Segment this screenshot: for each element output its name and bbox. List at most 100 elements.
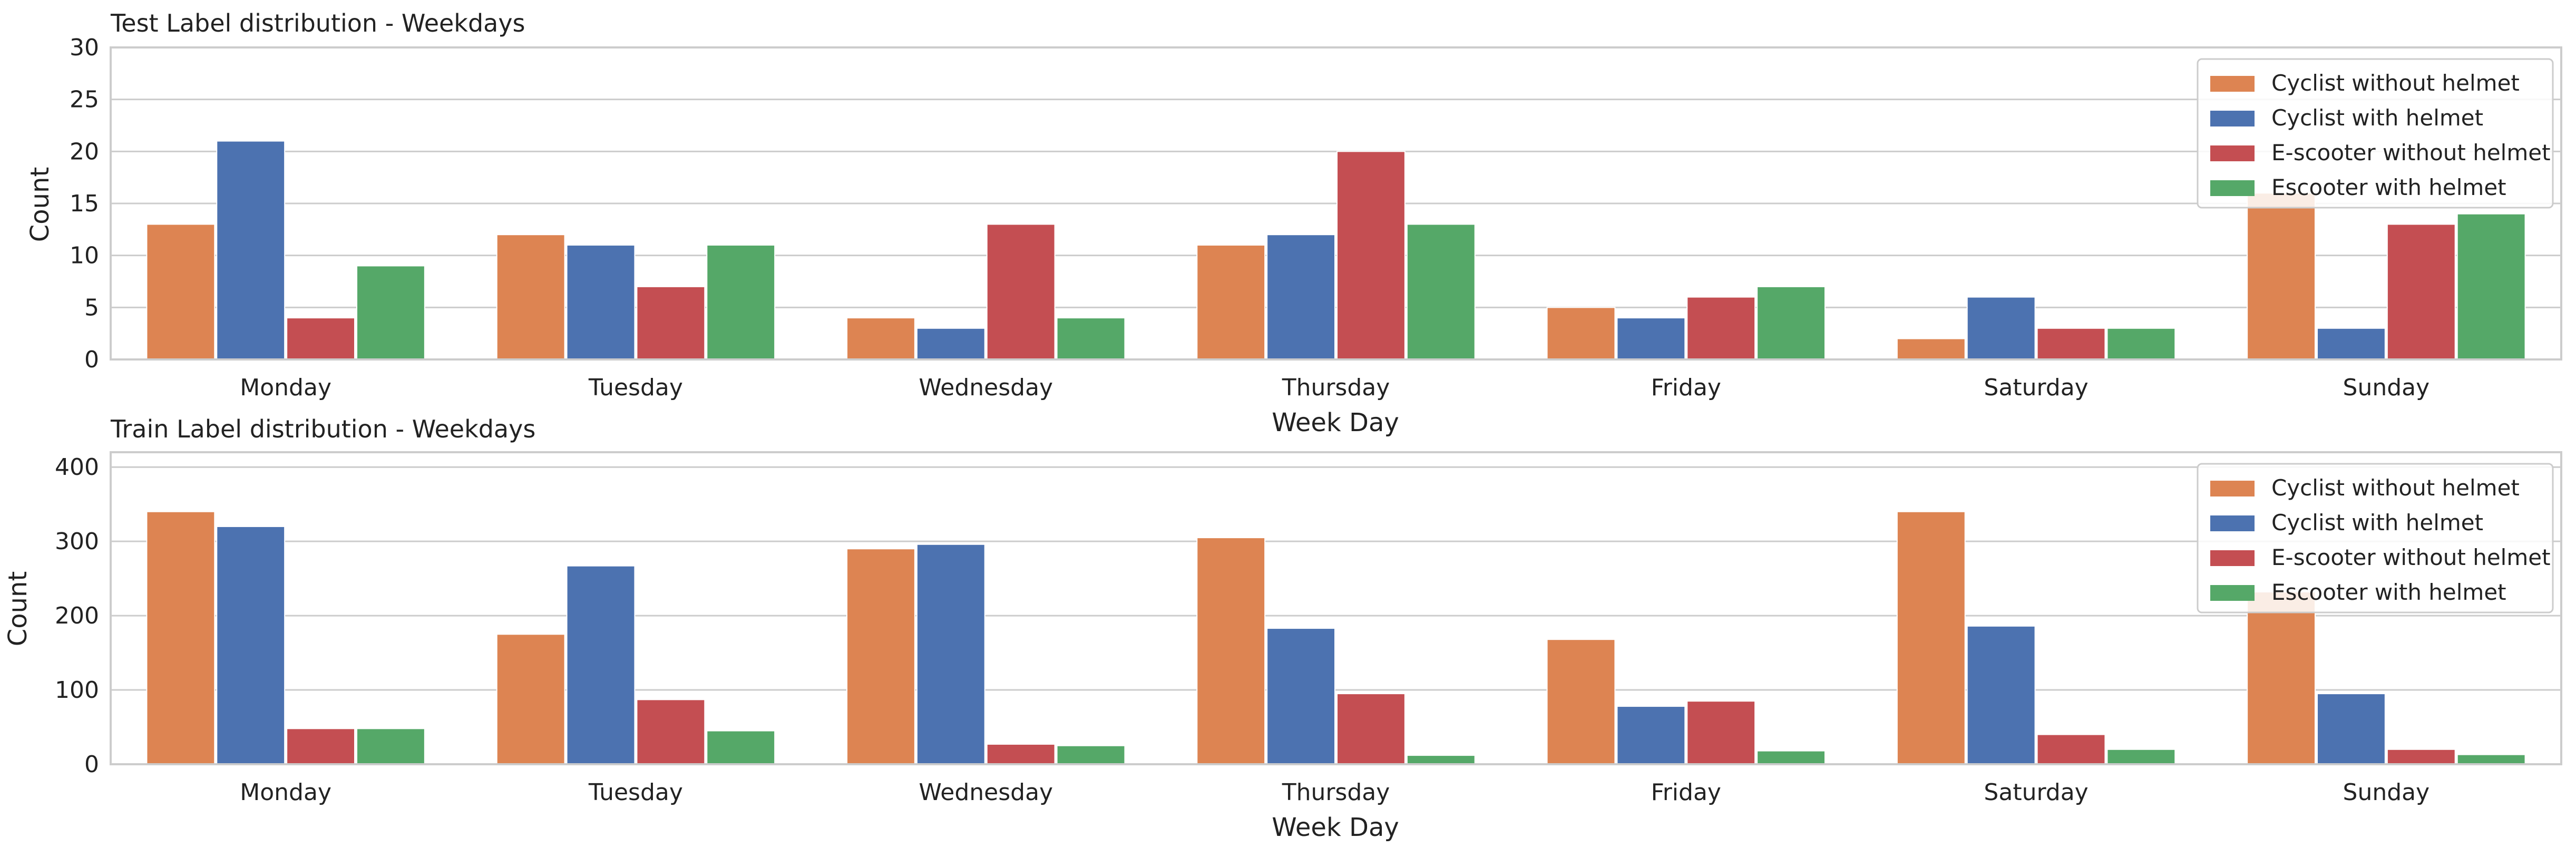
train-y-tick-label: 200	[55, 602, 99, 629]
test-bar-escooter-with-helmet-saturday	[2107, 328, 2175, 359]
test-bar-escooter-with-helmet-thursday	[1407, 224, 1475, 359]
train-chart-xlabel: Week Day	[1272, 813, 1399, 842]
test-bar-e-scooter-without-helmet-saturday	[2037, 328, 2105, 359]
train-x-tick-label: Wednesday	[919, 779, 1053, 806]
test-bar-cyclist-with-helmet-friday	[1617, 318, 1685, 359]
train-chart-title: Train Label distribution - Weekdays	[110, 415, 535, 443]
train-bar-cyclist-without-helmet-sunday	[2247, 592, 2315, 764]
train-bar-e-scooter-without-helmet-tuesday	[637, 699, 705, 764]
train-bar-e-scooter-without-helmet-sunday	[2387, 749, 2455, 764]
train-bar-cyclist-with-helmet-sunday	[2317, 694, 2385, 764]
test-x-tick-label: Tuesday	[588, 374, 683, 401]
train-legend-swatch	[2210, 550, 2255, 566]
train-bar-escooter-with-helmet-monday	[357, 728, 425, 764]
test-bar-escooter-with-helmet-wednesday	[1057, 318, 1125, 359]
train-bar-cyclist-with-helmet-thursday	[1267, 628, 1335, 764]
test-bar-cyclist-without-helmet-thursday	[1197, 245, 1265, 359]
train-bar-cyclist-without-helmet-thursday	[1197, 538, 1265, 764]
test-bar-e-scooter-without-helmet-wednesday	[987, 224, 1055, 359]
train-y-tick-label: 0	[84, 751, 99, 778]
train-bar-cyclist-without-helmet-monday	[147, 512, 214, 764]
test-bar-escooter-with-helmet-tuesday	[707, 245, 775, 359]
train-y-tick-label: 100	[55, 677, 99, 704]
test-y-tick-label: 20	[70, 138, 99, 165]
test-legend: Cyclist without helmet Cyclist with helme…	[2198, 59, 2553, 208]
test-bar-cyclist-without-helmet-wednesday	[847, 318, 915, 359]
train-bar-escooter-with-helmet-tuesday	[707, 731, 775, 764]
test-bar-cyclist-with-helmet-saturday	[1967, 297, 2035, 359]
test-bar-cyclist-with-helmet-wednesday	[917, 328, 985, 359]
train-legend-label: Cyclist with helmet	[2271, 510, 2483, 535]
train-bar-e-scooter-without-helmet-monday	[287, 728, 355, 764]
test-bar-cyclist-without-helmet-sunday	[2247, 193, 2315, 359]
train-legend: Cyclist without helmet Cyclist with helme…	[2198, 464, 2553, 612]
test-bar-e-scooter-without-helmet-tuesday	[637, 287, 705, 359]
test-x-tick-label: Monday	[240, 374, 331, 401]
test-legend-swatch	[2210, 145, 2255, 161]
test-y-tick-label: 5	[84, 294, 99, 321]
test-legend-label: Cyclist with helmet	[2271, 105, 2483, 131]
test-chart-title: Test Label distribution - Weekdays	[110, 9, 525, 37]
test-bar-cyclist-without-helmet-friday	[1547, 307, 1615, 359]
train-x-tick-label: Friday	[1651, 779, 1721, 806]
test-bar-cyclist-with-helmet-monday	[217, 141, 285, 359]
train-bar-cyclist-without-helmet-friday	[1547, 639, 1615, 764]
test-y-tick-label: 30	[70, 34, 99, 61]
test-x-tick-label: Saturday	[1984, 374, 2088, 401]
test-bar-e-scooter-without-helmet-friday	[1687, 297, 1755, 359]
test-chart-xlabel: Week Day	[1272, 408, 1399, 437]
train-bar-e-scooter-without-helmet-friday	[1687, 701, 1755, 764]
train-legend-swatch	[2210, 481, 2255, 496]
train-x-tick-label: Tuesday	[588, 779, 683, 806]
test-legend-label: Cyclist without helmet	[2271, 70, 2520, 96]
test-x-tick-label: Thursday	[1282, 374, 1390, 401]
train-bar-cyclist-with-helmet-friday	[1617, 706, 1685, 764]
train-bar-escooter-with-helmet-wednesday	[1057, 746, 1125, 764]
train-bar-cyclist-with-helmet-tuesday	[567, 566, 635, 764]
train-legend-swatch	[2210, 515, 2255, 531]
train-bar-e-scooter-without-helmet-saturday	[2037, 735, 2105, 764]
train-y-tick-label: 300	[55, 528, 99, 555]
train-bar-e-scooter-without-helmet-thursday	[1337, 694, 1405, 764]
test-y-tick-label: 10	[70, 242, 99, 269]
test-bar-cyclist-without-helmet-monday	[147, 224, 214, 359]
train-bar-escooter-with-helmet-sunday	[2457, 755, 2525, 764]
train-chart-ylabel: Count	[3, 571, 33, 647]
test-legend-label: E-scooter without helmet	[2271, 140, 2551, 165]
test-x-tick-label: Sunday	[2343, 374, 2430, 401]
test-bar-cyclist-with-helmet-thursday	[1267, 235, 1335, 359]
train-legend-label: Escooter with helmet	[2271, 579, 2506, 605]
train-x-tick-label: Thursday	[1282, 779, 1390, 806]
train-y-tick-label: 400	[55, 454, 99, 481]
test-x-tick-label: Wednesday	[919, 374, 1053, 401]
test-bar-escooter-with-helmet-monday	[357, 266, 425, 359]
test-legend-swatch	[2210, 76, 2255, 92]
test-y-tick-label: 15	[70, 190, 99, 217]
train-bar-cyclist-without-helmet-wednesday	[847, 549, 915, 764]
test-chart-ylabel: Count	[25, 167, 55, 242]
train-bar-cyclist-with-helmet-wednesday	[917, 544, 985, 764]
test-bar-e-scooter-without-helmet-monday	[287, 318, 355, 359]
train-bar-e-scooter-without-helmet-wednesday	[987, 744, 1055, 764]
test-bar-cyclist-with-helmet-sunday	[2317, 328, 2385, 359]
test-bar-e-scooter-without-helmet-sunday	[2387, 224, 2455, 359]
train-x-tick-label: Saturday	[1984, 779, 2088, 806]
train-legend-swatch	[2210, 585, 2255, 601]
train-bar-escooter-with-helmet-thursday	[1407, 755, 1475, 764]
test-legend-swatch	[2210, 111, 2255, 126]
train-legend-label: E-scooter without helmet	[2271, 544, 2551, 570]
test-x-tick-label: Friday	[1651, 374, 1721, 401]
test-bar-cyclist-without-helmet-tuesday	[497, 235, 565, 359]
train-x-tick-label: Monday	[240, 779, 331, 806]
train-bar-escooter-with-helmet-saturday	[2107, 749, 2175, 764]
test-y-tick-label: 25	[70, 86, 99, 113]
train-bar-cyclist-with-helmet-saturday	[1967, 626, 2035, 764]
test-y-tick-label: 0	[84, 346, 99, 373]
test-bar-escooter-with-helmet-sunday	[2457, 214, 2525, 359]
test-legend-swatch	[2210, 180, 2255, 196]
train-bar-cyclist-without-helmet-saturday	[1897, 512, 1965, 764]
test-bar-cyclist-with-helmet-tuesday	[567, 245, 635, 359]
train-x-tick-label: Sunday	[2343, 779, 2430, 806]
train-bar-cyclist-without-helmet-tuesday	[497, 634, 565, 764]
train-plot-area	[111, 452, 2561, 764]
